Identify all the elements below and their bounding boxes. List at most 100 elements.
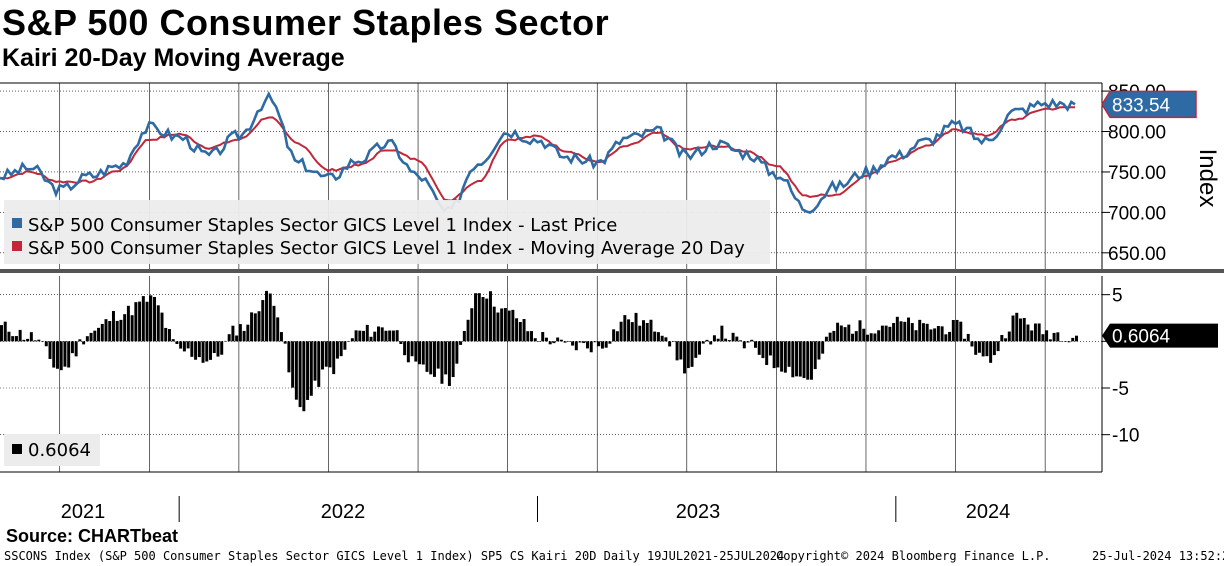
kairi-bar <box>332 341 336 375</box>
kairi-bar <box>563 341 567 343</box>
kairi-bar <box>963 338 966 342</box>
kairi-bar <box>436 341 440 369</box>
kairi-bar <box>903 321 907 342</box>
kairi-bar <box>373 331 377 342</box>
chart-subtitle: Kairi 20-Day Moving Average <box>2 44 345 72</box>
kairi-bar <box>108 321 112 342</box>
kairi-bar <box>776 341 780 368</box>
kairi-bar <box>761 341 765 359</box>
x-tick-label-year: 2021 <box>61 501 106 523</box>
kairi-bar <box>821 341 825 354</box>
kairi-bar <box>936 325 940 342</box>
kairi-bar <box>907 317 911 342</box>
kairi-bar <box>716 338 720 342</box>
kairi-bar <box>918 319 922 342</box>
kairi-bar <box>750 339 754 342</box>
kairi-bar <box>134 302 138 342</box>
kairi-bar <box>414 341 418 362</box>
kairi-bar <box>586 341 590 349</box>
kairi-bar <box>642 320 645 342</box>
kairi-bar <box>813 341 817 370</box>
kairi-bar <box>709 341 713 345</box>
kairi-bar <box>974 341 978 355</box>
kairi-bar <box>809 341 813 380</box>
kairi-bar <box>130 315 134 342</box>
kairi-bar <box>265 290 268 342</box>
kairi-bar <box>921 323 925 342</box>
kairi-bar <box>985 341 989 357</box>
kairi-bar <box>477 293 481 342</box>
y-tick-label-top: 800.00 <box>1108 123 1166 144</box>
kairi-bar <box>503 308 507 342</box>
kairi-bar <box>354 330 358 342</box>
kairi-bar <box>1011 315 1015 342</box>
kairi-bar <box>880 325 884 342</box>
kairi-bar <box>313 341 317 381</box>
kairi-bar <box>395 330 399 342</box>
kairi-bar <box>384 330 388 342</box>
kairi-bar <box>44 341 48 347</box>
footer-copyright: Copyright© 2024 Bloomberg Finance L.P. <box>776 549 1051 563</box>
kairi-bar <box>933 328 937 342</box>
kairi-bar <box>660 335 664 342</box>
kairi-bar <box>668 341 672 347</box>
kairi-bar <box>153 296 157 342</box>
kairi-bar <box>522 319 526 342</box>
kairi-bar <box>205 341 209 362</box>
kairi-bar <box>1019 318 1022 342</box>
kairi-bar <box>1026 324 1030 342</box>
kairi-bar <box>350 338 354 342</box>
kairi-bar <box>261 300 265 342</box>
kairi-bar <box>694 341 698 358</box>
kairi-bar <box>391 330 395 342</box>
kairi-bar <box>742 341 746 349</box>
kairi-bar <box>1004 338 1008 342</box>
kairi-bar <box>55 341 59 369</box>
kairi-bar <box>645 322 649 342</box>
kairi-bar <box>85 336 89 342</box>
kairi-bar <box>683 341 687 374</box>
kairi-bar <box>1022 317 1026 342</box>
kairi-bar <box>1075 335 1078 342</box>
kairi-bar <box>712 335 716 342</box>
kairi-bar <box>444 341 448 375</box>
kairi-bar <box>727 340 731 342</box>
kairi-bar <box>574 341 578 351</box>
kairi-bar <box>421 341 425 365</box>
kairi-bar <box>1000 335 1004 342</box>
kairi-bar <box>145 301 149 342</box>
kairi-bar <box>250 312 254 342</box>
kairi-bar <box>201 341 205 363</box>
kairi-bar <box>321 341 324 370</box>
legend-swatch-ma <box>12 241 22 251</box>
moving-average-line <box>0 106 1076 202</box>
kairi-bar <box>309 341 313 396</box>
kairi-bar <box>824 336 828 342</box>
kairi-bar <box>739 340 743 342</box>
kairi-bar <box>746 341 750 343</box>
kairi-legend-swatch <box>12 444 22 454</box>
kairi-bar <box>806 341 810 380</box>
kairi-bar <box>74 341 78 357</box>
kairi-bar <box>3 321 7 342</box>
kairi-bar <box>410 341 414 357</box>
kairi-bar <box>768 341 772 356</box>
kairi-bar <box>884 325 888 342</box>
legend-box <box>4 200 770 264</box>
kairi-bar <box>388 330 392 342</box>
kairi-bar <box>989 341 993 363</box>
kairi-bar <box>1056 332 1060 342</box>
kairi-bar <box>548 341 552 345</box>
kairi-bar <box>533 338 537 342</box>
kairi-bar <box>929 329 933 342</box>
x-tick-label-year: 2024 <box>966 501 1011 523</box>
kairi-bar <box>638 325 642 342</box>
kairi-bar <box>649 319 653 342</box>
kairi-bar <box>559 339 563 342</box>
kairi-bar <box>462 330 466 342</box>
kairi-bar <box>82 341 86 345</box>
kairi-bar <box>511 309 515 342</box>
kairi-bar <box>851 333 855 342</box>
kairi-bar <box>731 332 735 342</box>
kairi-bar <box>194 341 198 360</box>
